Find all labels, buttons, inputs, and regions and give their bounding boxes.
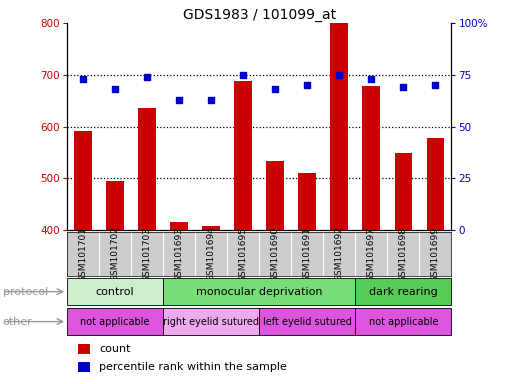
Point <box>207 96 215 103</box>
Text: protocol: protocol <box>3 286 48 297</box>
Text: count: count <box>100 344 131 354</box>
Bar <box>163 278 355 306</box>
Bar <box>394 153 412 230</box>
Bar <box>163 308 259 336</box>
Bar <box>299 172 316 230</box>
Text: not applicable: not applicable <box>80 316 149 327</box>
Text: dark rearing: dark rearing <box>369 286 438 297</box>
Text: monocular deprivation: monocular deprivation <box>196 286 322 297</box>
Bar <box>67 278 163 306</box>
Point <box>335 72 343 78</box>
Bar <box>74 131 91 230</box>
Point <box>367 76 376 82</box>
Text: control: control <box>95 286 134 297</box>
Bar <box>363 86 380 230</box>
Point <box>175 96 183 103</box>
Bar <box>355 308 451 336</box>
Point <box>271 86 279 92</box>
Text: GSM101697: GSM101697 <box>367 227 376 281</box>
Bar <box>234 81 252 230</box>
Text: not applicable: not applicable <box>369 316 438 327</box>
Bar <box>355 278 451 306</box>
Point <box>239 72 247 78</box>
Text: GSM101691: GSM101691 <box>303 227 312 281</box>
Text: GSM101690: GSM101690 <box>270 227 280 281</box>
Point <box>143 74 151 80</box>
Text: GSM101694: GSM101694 <box>206 227 215 281</box>
Bar <box>170 222 188 230</box>
Text: other: other <box>3 316 32 327</box>
Text: left eyelid sutured: left eyelid sutured <box>263 316 351 327</box>
Text: GSM101703: GSM101703 <box>142 227 151 281</box>
Bar <box>427 138 444 230</box>
Text: GSM101701: GSM101701 <box>78 227 87 281</box>
Bar <box>67 308 163 336</box>
Text: GSM101695: GSM101695 <box>239 227 248 281</box>
Point <box>303 82 311 88</box>
Point <box>78 76 87 82</box>
Text: GSM101693: GSM101693 <box>174 227 184 281</box>
Bar <box>266 161 284 230</box>
Point <box>111 86 119 92</box>
Text: GSM101702: GSM101702 <box>110 227 120 281</box>
Bar <box>202 227 220 230</box>
Bar <box>259 308 355 336</box>
Bar <box>78 362 90 372</box>
Text: percentile rank within the sample: percentile rank within the sample <box>100 362 287 372</box>
Bar <box>106 181 124 230</box>
Point <box>431 82 440 88</box>
Bar <box>330 23 348 230</box>
Bar <box>138 108 155 230</box>
Text: GSM101692: GSM101692 <box>334 227 344 281</box>
Title: GDS1983 / 101099_at: GDS1983 / 101099_at <box>183 8 336 22</box>
Text: GSM101699: GSM101699 <box>431 227 440 281</box>
Text: right eyelid sutured: right eyelid sutured <box>163 316 259 327</box>
Point <box>399 84 407 90</box>
Bar <box>78 344 90 354</box>
Text: GSM101698: GSM101698 <box>399 227 408 281</box>
